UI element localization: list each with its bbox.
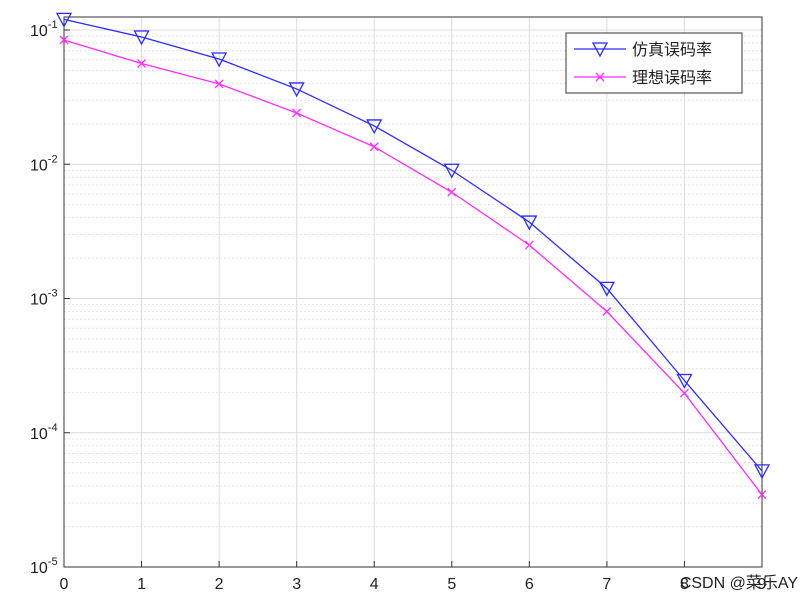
marker bbox=[59, 35, 69, 45]
x-tick-label: 2 bbox=[215, 576, 224, 593]
x-tick-label: 3 bbox=[292, 576, 301, 593]
y-tick-label: 10-2 bbox=[30, 153, 58, 174]
y-tick-base: 10 bbox=[30, 426, 48, 443]
marker bbox=[757, 490, 767, 500]
marker bbox=[214, 79, 224, 89]
series-line bbox=[63, 18, 763, 472]
y-tick-label: 10-5 bbox=[30, 556, 58, 577]
y-tick-base: 10 bbox=[30, 157, 48, 174]
marker bbox=[447, 187, 457, 197]
marker bbox=[137, 59, 147, 68]
marker bbox=[369, 142, 379, 152]
marker bbox=[443, 163, 460, 179]
x-tick-label: 4 bbox=[370, 576, 379, 593]
y-tick-exponent: -2 bbox=[48, 153, 58, 165]
y-tick-base: 10 bbox=[30, 23, 48, 40]
marker bbox=[524, 240, 534, 250]
marker bbox=[598, 281, 615, 297]
y-tick-base: 10 bbox=[30, 292, 48, 309]
x-tick-label: 7 bbox=[602, 576, 611, 593]
y-tick-exponent: -4 bbox=[48, 422, 58, 434]
marker bbox=[679, 388, 689, 398]
marker bbox=[288, 82, 305, 98]
x-tick-label: 6 bbox=[525, 576, 534, 593]
plot-frame bbox=[63, 16, 763, 568]
marker bbox=[55, 12, 73, 28]
legend-label: 理想误码率 bbox=[632, 69, 712, 87]
marker bbox=[211, 52, 228, 68]
x-tick-label: 9 bbox=[758, 576, 767, 593]
y-tick-exponent: -1 bbox=[48, 19, 58, 31]
y-tick-label: 10-3 bbox=[30, 288, 58, 309]
marker bbox=[602, 307, 612, 316]
x-tick-label: 8 bbox=[680, 576, 689, 593]
marker bbox=[753, 464, 771, 480]
y-tick-exponent: -3 bbox=[48, 288, 58, 300]
series-line bbox=[63, 39, 763, 496]
watermark: CSDN @菜乐AY bbox=[680, 574, 799, 592]
y-tick-exponent: -5 bbox=[48, 556, 58, 568]
legend-label: 仿真误码率 bbox=[632, 41, 712, 59]
y-tick-label: 10-1 bbox=[30, 19, 58, 40]
legend-marker bbox=[595, 72, 605, 82]
legend-marker bbox=[591, 42, 609, 58]
x-tick-label: 1 bbox=[137, 576, 146, 593]
marker bbox=[133, 30, 150, 46]
y-tick-label: 10-4 bbox=[30, 422, 58, 443]
marker bbox=[292, 108, 302, 118]
marker bbox=[521, 215, 538, 231]
x-tick-label: 5 bbox=[447, 576, 456, 593]
marker bbox=[366, 119, 383, 135]
y-tick-base: 10 bbox=[30, 560, 48, 577]
marker bbox=[676, 373, 693, 389]
x-tick-label: 0 bbox=[60, 576, 69, 593]
